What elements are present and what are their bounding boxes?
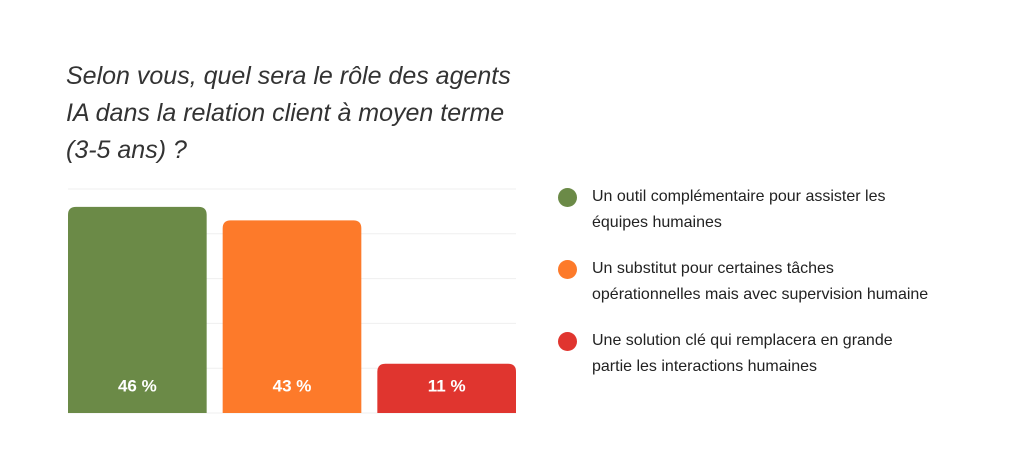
legend-label: Une solution clé qui remplacera en grand… (592, 332, 893, 375)
bar (377, 363, 516, 413)
legend-marker (558, 188, 577, 207)
legend: Un outil complémentaire pour assister le… (556, 184, 936, 400)
bar (222, 220, 362, 413)
chart-title: Selon vous, quel sera le rôle des agents… (66, 62, 511, 164)
legend-label: Un outil complémentaire pour assister le… (592, 188, 886, 231)
chart: 46 % 43 % 11 % (68, 188, 516, 414)
legend-item: Une solution clé qui remplacera en grand… (556, 328, 936, 380)
legend-marker (558, 332, 577, 351)
legend-item: Un outil complémentaire pour assister le… (556, 184, 936, 236)
value-label: 46 % (118, 376, 157, 395)
bar (68, 206, 207, 413)
legend-marker (558, 260, 577, 279)
legend-item: Un substitut pour certaines tâches opéra… (556, 256, 936, 308)
value-label: 43 % (273, 376, 312, 395)
legend-label: Un substitut pour certaines tâches opéra… (592, 260, 929, 303)
value-label: 11 % (428, 376, 466, 395)
